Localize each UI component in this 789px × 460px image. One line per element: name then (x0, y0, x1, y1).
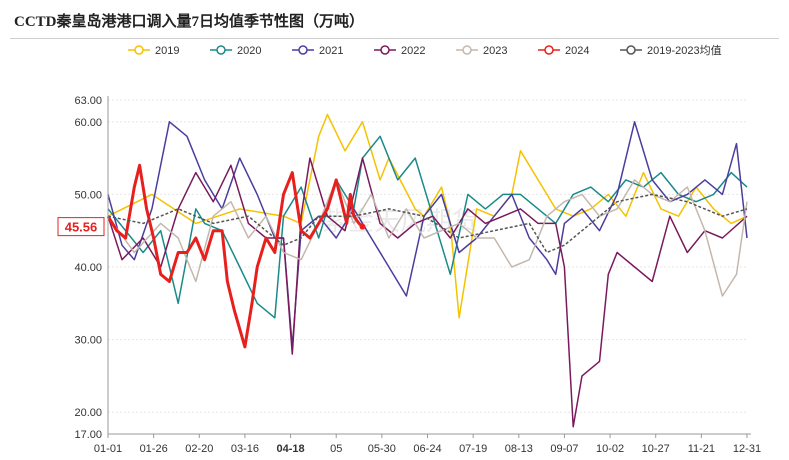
x-tick-label: 07-19 (459, 443, 487, 455)
legend-label: 2019-2023均值 (647, 44, 722, 57)
y-tick-label: 40.00 (74, 262, 102, 274)
y-tick-label: 17.00 (74, 429, 102, 441)
x-tick-label: 10-02 (596, 443, 624, 455)
legend-marker (298, 45, 308, 55)
legend-label: 2021 (319, 45, 343, 57)
y-tick-label: 20.00 (74, 407, 102, 419)
x-tick-label: 11-21 (688, 443, 715, 455)
series-line-2024 (106, 163, 364, 349)
series-lines (106, 113, 748, 428)
y-axis: 17.00 20.00 30.00 40.00 50.00 60.00 63.00 (74, 95, 109, 441)
legend-marker (216, 45, 226, 55)
series-line-2019 (107, 113, 748, 319)
legend-marker (626, 45, 636, 55)
x-tick-label: 10-27 (642, 443, 670, 455)
x-tick-label: 01-26 (140, 443, 168, 455)
x-tick-label: 03-16 (231, 443, 259, 455)
legend-label: 2023 (483, 45, 507, 57)
legend-marker (462, 45, 472, 55)
legend-marker (544, 45, 554, 55)
y-tick-label: 60.00 (74, 117, 102, 129)
legend-label: 2024 (565, 45, 589, 57)
x-tick-label: 05-30 (368, 443, 396, 455)
last-value-label: 45.56 (65, 220, 98, 235)
last-value-marker: 45.56 (57, 217, 366, 237)
x-tick-label: 09-07 (550, 443, 578, 455)
series-line-2019-2023均值 (107, 193, 748, 254)
series-line-2022 (107, 157, 748, 428)
legend-label: 2022 (401, 45, 425, 57)
legend[interactable]: 2019 2020 2021 2022 2023 2024 2019-2023均值 (128, 44, 722, 57)
x-tick-label-highlight: 04-18 (277, 443, 305, 455)
x-axis: 01-01 01-26 02-20 03-16 04-18 05 05-30 06-24 07-… (94, 433, 761, 455)
legend-item-2024[interactable]: 2024 (538, 45, 589, 57)
legend-marker (134, 45, 144, 55)
y-tick-label: 50.00 (74, 189, 102, 201)
title-divider (10, 38, 779, 39)
legend-item-2019-2023均值[interactable]: 2019-2023均值 (620, 44, 722, 57)
chart-title: CCTD秦皇岛港港口调入量7日均值季节性图（万吨） (14, 14, 365, 30)
last-value-point (359, 223, 366, 230)
y-tick-label: 30.00 (74, 335, 102, 347)
legend-item-2020[interactable]: 2020 (210, 45, 261, 57)
legend-item-2019[interactable]: 2019 (128, 45, 179, 57)
legend-marker (380, 45, 390, 55)
legend-label: 2020 (237, 45, 261, 57)
y-tick-label: 63.00 (74, 95, 102, 107)
legend-label: 2019 (155, 45, 179, 57)
grid (108, 99, 747, 435)
x-tick-label: 06-24 (413, 443, 441, 455)
last-value-box (57, 217, 105, 237)
legend-item-2021[interactable]: 2021 (292, 45, 343, 57)
x-tick-label: 01-01 (94, 443, 122, 455)
x-tick-label: 05 (330, 443, 342, 455)
x-tick-label: 08-13 (505, 443, 533, 455)
legend-item-2022[interactable]: 2022 (374, 45, 425, 57)
legend-item-2023[interactable]: 2023 (456, 45, 507, 57)
x-tick-label: 12-31 (733, 443, 761, 455)
x-tick-label: 02-20 (185, 443, 213, 455)
